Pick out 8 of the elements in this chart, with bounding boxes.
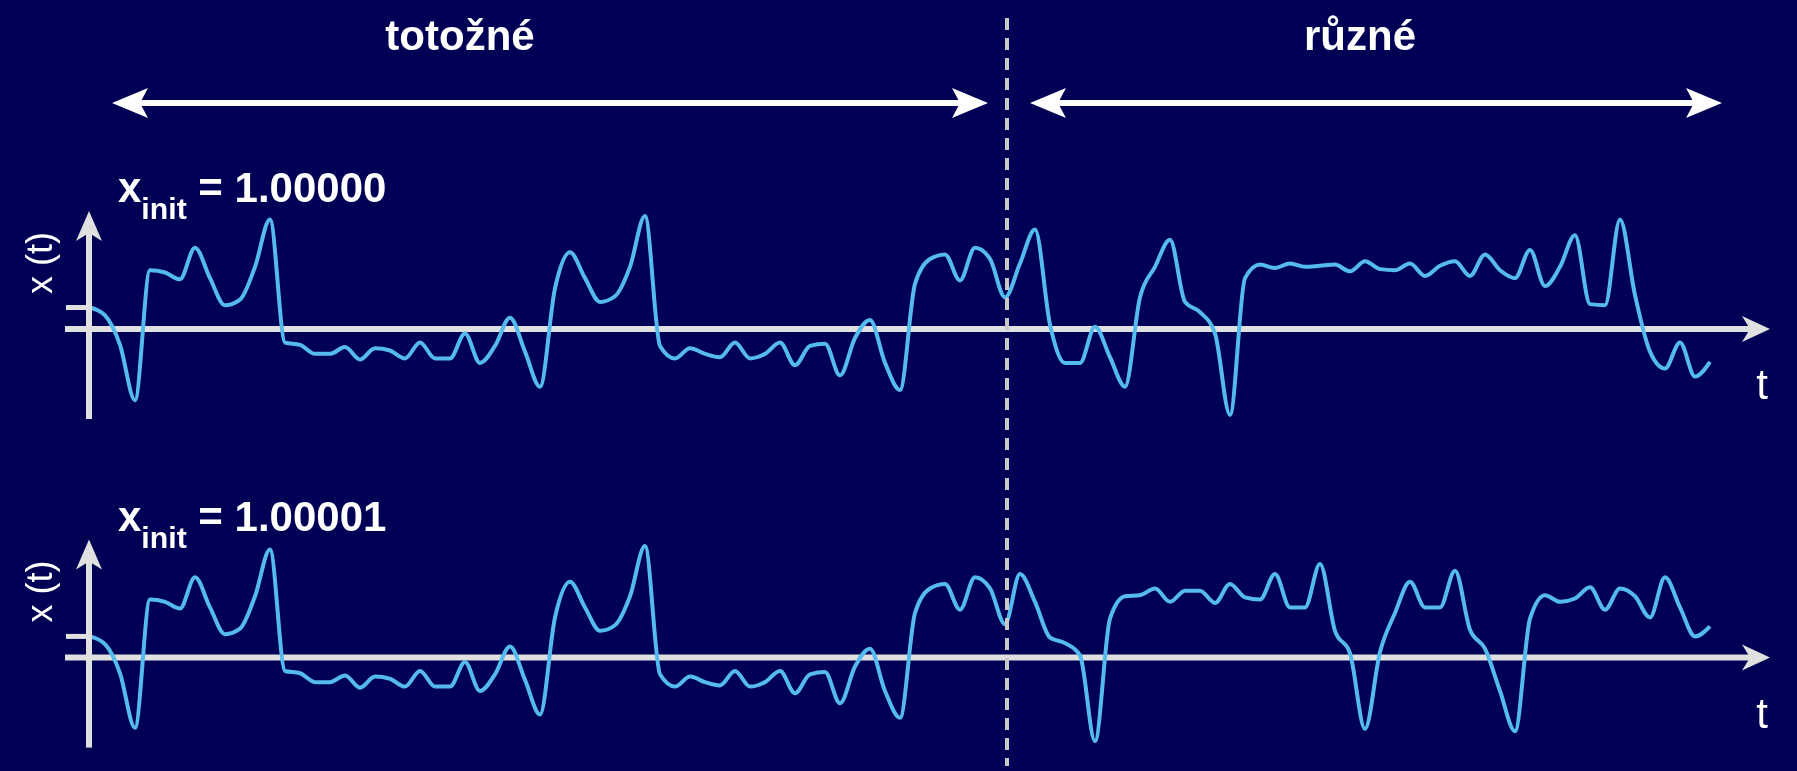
- chart-title: x$_{init}$ = 1.00001: [118, 492, 387, 554]
- text: totožné: [385, 12, 535, 59]
- text: různé: [1303, 12, 1417, 59]
- y-axis-title: x (t): [19, 232, 60, 294]
- x-axis-title: t: [1756, 361, 1769, 408]
- chart-title: x$_{init}$ = 1.00000: [118, 164, 387, 225]
- x-axis-title: t: [1756, 689, 1769, 737]
- y-axis-title: x (t): [19, 560, 60, 623]
